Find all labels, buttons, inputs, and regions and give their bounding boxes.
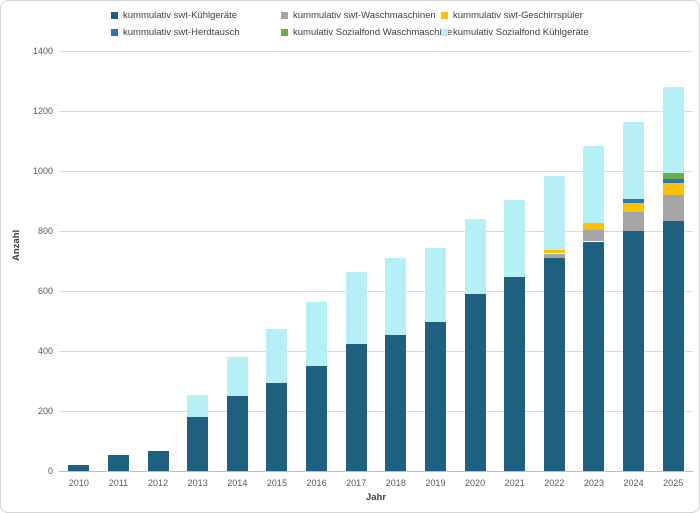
x-tick-label: 2021 [504,478,525,488]
bar-segment-2015-series-0 [266,382,288,471]
y-tick-label: 1000 [32,166,53,176]
bar-segment-2024-series-5 [623,121,645,200]
x-tick-label: 2022 [544,478,565,488]
y-tick-label: 800 [37,226,53,236]
legend-item: kumulativ Sozialfond Waschmaschine [281,24,452,41]
x-tick-label: 2016 [306,478,327,488]
x-tick-label: 2020 [465,478,486,488]
bar-segment-2011-series-0 [107,454,129,471]
bar-segment-2022-series-0 [543,258,565,471]
legend-marker-icon [441,12,448,19]
y-gridline [59,351,693,352]
y-tick-label: 400 [37,346,53,356]
bar-segment-2023-series-1 [583,230,605,242]
x-axis-title: Jahr [365,492,387,503]
bar-segment-2022-series-5 [543,175,565,250]
bar-segment-2012-series-0 [147,450,169,471]
legend-marker-icon [441,29,448,36]
x-tick-label: 2019 [425,478,446,488]
bar-segment-2020-series-0 [464,294,486,471]
y-gridline [59,231,693,232]
legend-marker-icon [111,29,118,36]
bar-segment-2025-series-5 [662,87,684,173]
bar-segment-2022-series-1 [543,253,565,258]
bar-segment-2017-series-5 [345,271,367,344]
x-tick-label: 2018 [385,478,406,488]
y-gridline [59,291,693,292]
legend-row: kummulativ swt-Herdtausch kumulativ Sozia… [1,24,699,41]
bar-segment-2025-series-1 [662,195,684,221]
bar-segment-2022-series-2 [543,249,565,254]
bar-segment-2025-series-2 [662,183,684,195]
x-tick-label: 2015 [266,478,287,488]
x-tick-label: 2017 [346,478,367,488]
y-gridline [59,411,693,412]
bar-segment-2023-series-0 [583,241,605,471]
legend-label: kumulativ Sozialfond Waschmaschine [293,27,453,38]
bar-segment-2020-series-5 [464,219,486,294]
legend-label: kummulativ swt-Waschmaschinen [293,10,436,21]
bar-segment-2015-series-5 [266,328,288,383]
bar-segment-2024-series-1 [623,211,645,231]
legend-item: kumulativ Sozialfond Kühlgeräte [441,24,589,41]
bar-segment-2023-series-2 [583,222,605,231]
legend-label: kumulativ Sozialfond Kühlgeräte [453,27,589,38]
bar-segment-2021-series-5 [504,199,526,277]
x-tick-label: 2014 [227,478,248,488]
y-tick-label: 1200 [32,106,53,116]
bar-segment-2010-series-0 [68,465,90,471]
bar-segment-2016-series-0 [306,366,328,471]
x-tick-label: 2011 [108,478,129,488]
legend-marker-icon [111,12,118,19]
bar-segment-2013-series-0 [187,417,209,471]
y-tick-label: 0 [47,466,53,476]
legend-item: kummulativ swt-Geschirrspüler [441,7,583,24]
x-tick-label: 2023 [583,478,604,488]
bar-segment-2014-series-5 [226,357,248,396]
x-tick-label: 2012 [148,478,169,488]
y-tick-label: 600 [37,286,53,296]
legend-marker-icon [281,12,288,19]
y-gridline [59,111,693,112]
chart-legend: kummulativ swt-Kühlgeräte kummulativ swt-… [1,7,699,41]
x-tick-label: 2024 [623,478,644,488]
y-tick-label: 200 [37,406,53,416]
x-tick-label: 2025 [663,478,684,488]
x-tick-label: 2010 [68,478,89,488]
bar-segment-2019-series-0 [424,321,446,471]
y-gridline [59,51,693,52]
bar-segment-2017-series-0 [345,343,367,471]
legend-label: kummulativ swt-Kühlgeräte [123,10,238,21]
legend-row: kummulativ swt-Kühlgeräte kummulativ swt-… [1,7,699,24]
y-tick-label: 1400 [32,46,53,56]
bar-segment-2018-series-0 [385,334,407,471]
bar-segment-2014-series-0 [226,396,248,471]
bar-segment-2019-series-5 [424,247,446,322]
legend-item: kummulativ swt-Herdtausch [111,24,240,41]
x-axis-line [59,471,693,472]
legend-item: kummulativ swt-Kühlgeräte [111,7,237,24]
legend-marker-icon [281,29,288,36]
legend-label: kummulativ swt-Geschirrspüler [453,10,583,21]
bar-segment-2024-series-0 [623,231,645,471]
bar-segment-2023-series-5 [583,145,605,223]
x-tick-label: 2013 [187,478,208,488]
bar-segment-2025-series-4 [662,172,684,180]
bar-segment-2016-series-5 [306,301,328,366]
bar-segment-2025-series-3 [662,179,684,183]
bar-segment-2024-series-3 [623,199,645,203]
bar-segment-2024-series-2 [623,202,645,212]
bar-segment-2021-series-0 [504,276,526,471]
legend-item: kummulativ swt-Waschmaschinen [281,7,436,24]
bar-segment-2013-series-5 [187,394,209,417]
bar-segment-2025-series-0 [662,220,684,471]
y-gridline [59,171,693,172]
legend-label: kummulativ swt-Herdtausch [123,27,240,38]
bar-segment-2018-series-5 [385,258,407,335]
